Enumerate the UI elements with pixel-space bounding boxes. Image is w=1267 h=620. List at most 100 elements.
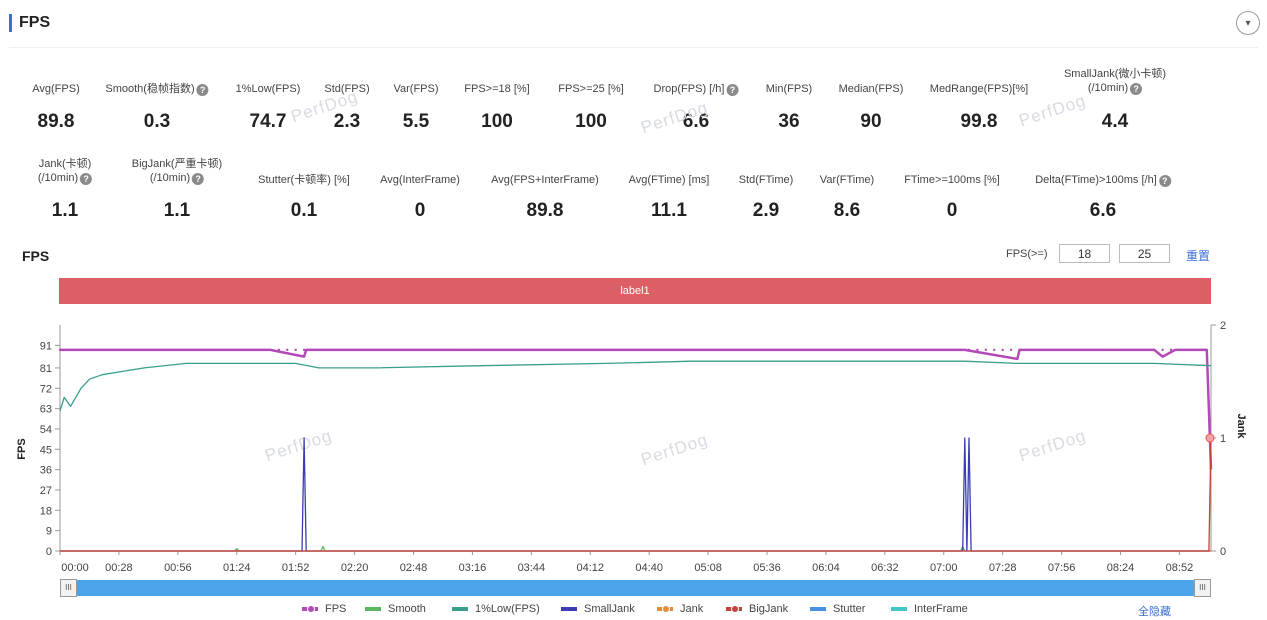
metric-label: Avg(FTime) [ms] (629, 173, 710, 187)
scroller-right-handle[interactable]: III (1194, 579, 1211, 597)
y2-tick-label: 2 (1220, 320, 1226, 332)
series-point-fps (833, 348, 836, 352)
series-point-fps (732, 348, 735, 352)
series-point-fps (690, 348, 693, 352)
series-point-fps (1119, 348, 1122, 352)
series-point-fps (664, 348, 668, 352)
series-point-fps (117, 348, 121, 352)
series-point-fps (227, 348, 230, 352)
collapse-toggle-button[interactable]: ▾ (1236, 11, 1260, 35)
series-point-fps (631, 348, 634, 352)
x-tick-label: 03:16 (459, 562, 487, 573)
fps-threshold-high-input[interactable] (1119, 244, 1170, 263)
series-point-fps (269, 348, 272, 352)
metric-label: Avg(FPS+InterFrame) (491, 173, 599, 187)
legend-item-1-low-fps[interactable]: 1%Low(FPS) (452, 603, 540, 615)
series-point-fps (454, 348, 457, 352)
series-point-fps (656, 348, 659, 352)
fps-line-chart[interactable]: 0 9 18 27 36 45 54 63 72 81 91 0 1 2 00:00 00:28 00:56 01… (0, 315, 1267, 573)
x-tick-label: 02:48 (400, 562, 428, 573)
x-tick-label: 00:00 (61, 562, 89, 573)
legend-item-smalljank[interactable]: SmallJank (561, 603, 635, 615)
series-point-fps (378, 348, 382, 352)
help-icon[interactable]: ? (726, 84, 739, 96)
x-tick-label: 02:20 (341, 562, 369, 573)
metric-label-unit: (/10min)? (1064, 81, 1166, 95)
series-point-fps (403, 348, 407, 352)
series-point-fps (706, 348, 710, 352)
metric-label-text: Drop(FPS) [/h] (653, 83, 725, 95)
series-point-fps (344, 348, 348, 352)
scroller-track[interactable] (61, 580, 1210, 596)
legend-item-interframe[interactable]: InterFrame (891, 603, 968, 615)
label-band[interactable]: label1 (59, 278, 1211, 304)
legend-marker-icon (302, 605, 318, 613)
y-tick-label: 36 (40, 465, 52, 477)
metric-value: 4.4 (1101, 111, 1129, 132)
help-icon[interactable]: ? (1158, 175, 1171, 187)
legend-marker-icon (657, 605, 673, 613)
metric-label-text: 1%Low(FPS) (235, 83, 301, 95)
legend-item-bigjank[interactable]: BigJank (726, 603, 788, 615)
series-point-fps (647, 348, 651, 352)
series-point-fps (185, 348, 188, 352)
metric-fps-18: FPS>=18 [%] 100 (464, 82, 529, 132)
metric-smalljank: SmallJank(微小卡顿) (/10min)? 4.4 (1064, 67, 1166, 132)
metric-label-text: Var(FPS) (393, 83, 439, 95)
fps-threshold-label: FPS(>=) (1006, 248, 1048, 260)
fps-threshold-low-input[interactable] (1059, 244, 1110, 263)
legend-marker-icon (561, 607, 577, 611)
series-point-fps (201, 348, 205, 352)
metric-label-unit-text: (/10min) (37, 172, 79, 184)
metric-fps-25: FPS>=25 [%] 100 (558, 82, 623, 132)
series-point-fps (782, 348, 786, 352)
series-point-fps (715, 348, 718, 352)
series-point-fps (866, 348, 870, 352)
metric-label-text: Std(FPS) (324, 83, 370, 95)
series-point-fps (1136, 348, 1139, 352)
metric-label: Avg(InterFrame) (380, 173, 460, 187)
legend-item-stutter[interactable]: Stutter (810, 603, 865, 615)
series-point-fps (260, 348, 264, 352)
metric-value: 99.8 (960, 111, 998, 132)
series-point-fps (925, 348, 929, 352)
metric-std-ftime: Std(FTime) 2.9 (739, 173, 794, 221)
x-tick-label: 01:24 (223, 562, 251, 573)
series-point-fps (1001, 348, 1004, 352)
legend-item-fps[interactable]: FPS (302, 603, 346, 615)
metric-avg-interframe: Avg(InterFrame) 0 (380, 173, 460, 221)
series-point-fps (799, 348, 802, 352)
series-line-bigjank (60, 437, 1212, 552)
scroller-left-handle[interactable]: III (60, 579, 77, 597)
help-icon[interactable]: ? (80, 173, 93, 185)
series-point-fps (1102, 348, 1105, 352)
legend-item-smooth[interactable]: Smooth (365, 603, 426, 615)
metric-std-fps: Std(FPS) 2.3 (324, 82, 370, 132)
legend-item-jank[interactable]: Jank (657, 603, 703, 615)
legend-label: InterFrame (914, 603, 968, 615)
series-point-fps (109, 348, 112, 352)
metric-jank: Jank(卡顿) (/10min)? 1.1 (37, 157, 93, 221)
series-line-1-low-fps (59, 360, 1212, 412)
hide-all-button[interactable]: 全隐藏 (1138, 606, 1171, 618)
series-point-fps (142, 348, 146, 352)
metric-label: Smooth(稳帧指数)? (105, 82, 209, 96)
metric-label: BigJank(严重卡顿) (132, 157, 222, 171)
help-icon[interactable]: ? (192, 173, 205, 185)
series-point-fps (908, 348, 912, 352)
x-tick-label: 08:24 (1107, 562, 1135, 573)
series-point-fps (673, 348, 676, 352)
header-divider (9, 47, 1258, 48)
metric-label-text: Var(FTime) (819, 174, 875, 186)
metric-drop-fps-h: Drop(FPS) [/h]? 6.6 (653, 82, 739, 132)
series-point-fps (1161, 348, 1164, 352)
series-point-fps (681, 348, 685, 352)
series-point-fps (1203, 348, 1206, 352)
help-icon[interactable]: ? (196, 84, 209, 96)
help-icon[interactable]: ? (1130, 83, 1143, 95)
x-tick-label: 07:56 (1048, 562, 1076, 573)
series-point-fps (92, 348, 95, 352)
reset-button[interactable]: 重置 (1186, 249, 1211, 263)
series-point-fps (1051, 348, 1055, 352)
time-range-scroller[interactable]: III III (60, 579, 1211, 597)
